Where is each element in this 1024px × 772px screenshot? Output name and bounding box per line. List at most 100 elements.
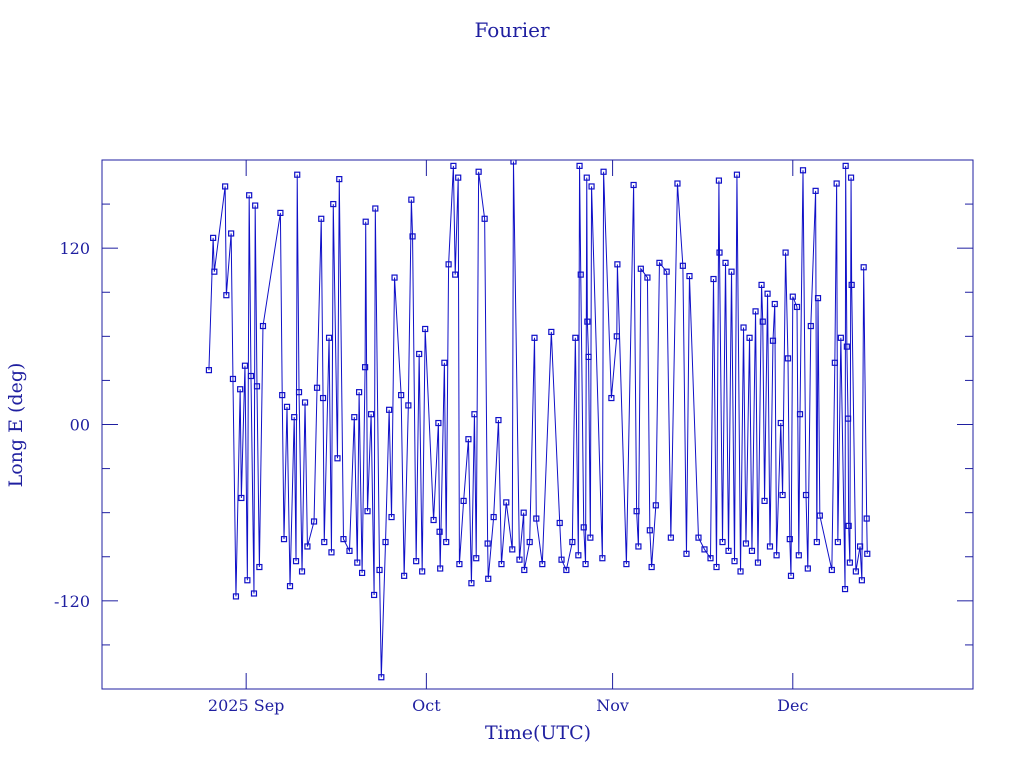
point-marker — [330, 200, 337, 208]
point-marker — [422, 325, 429, 333]
point-marker — [588, 183, 595, 190]
point-marker — [686, 272, 693, 280]
point-marker — [761, 497, 768, 505]
point-marker — [856, 543, 864, 550]
point-marker — [635, 543, 642, 550]
point-marker — [364, 508, 371, 515]
point-marker — [450, 162, 457, 169]
point-marker — [719, 538, 726, 546]
point-marker — [301, 399, 309, 406]
series-line — [208, 161, 868, 678]
point-marker — [845, 522, 852, 529]
point-marker — [766, 543, 774, 550]
point-marker — [852, 568, 859, 575]
point-marker — [232, 593, 240, 600]
point-marker — [484, 540, 491, 547]
point-marker — [279, 392, 286, 399]
point-marker — [585, 353, 592, 361]
point-marker — [436, 528, 443, 535]
point-marker — [241, 362, 249, 369]
point-marker — [740, 324, 747, 331]
point-marker — [495, 416, 502, 424]
point-marker — [799, 167, 807, 174]
point-marker — [372, 205, 379, 212]
point-marker — [713, 563, 720, 571]
point-marker — [419, 568, 426, 575]
point-marker — [848, 281, 855, 289]
x-tick-label: Nov — [596, 696, 629, 715]
y-tick-label: 120 — [59, 239, 90, 258]
point-marker — [752, 308, 759, 315]
point-marker — [630, 181, 637, 189]
point-marker — [833, 180, 840, 187]
x-tick-label: 2025 Sep — [208, 696, 284, 715]
point-marker — [843, 343, 850, 350]
point-marker — [416, 350, 423, 358]
point-marker — [613, 333, 620, 340]
point-marker — [223, 292, 230, 299]
y-tick-label: 00 — [70, 416, 90, 435]
point-marker — [253, 383, 261, 390]
point-marker — [600, 168, 607, 175]
plot-area — [205, 160, 871, 681]
point-marker — [210, 234, 217, 241]
point-marker — [509, 546, 516, 553]
point-marker — [503, 499, 510, 506]
point-marker — [769, 337, 777, 344]
point-marker — [413, 558, 420, 565]
point-marker — [837, 334, 844, 341]
point-marker — [510, 160, 517, 165]
point-marker — [558, 556, 565, 563]
point-marker — [846, 559, 853, 566]
point-marker — [443, 538, 450, 546]
point-marker — [814, 295, 822, 302]
point-marker — [520, 509, 527, 516]
point-marker — [646, 527, 653, 534]
x-tick-label: Dec — [777, 696, 808, 715]
point-marker — [378, 674, 385, 681]
point-marker — [764, 290, 771, 297]
point-marker — [584, 318, 591, 325]
point-marker — [490, 513, 497, 521]
point-marker — [548, 328, 555, 336]
point-marker — [471, 411, 478, 418]
point-marker — [382, 538, 389, 546]
point-marker — [452, 271, 459, 278]
point-marker — [526, 538, 533, 546]
point-marker — [802, 491, 810, 499]
point-marker — [679, 262, 686, 269]
point-marker — [280, 536, 288, 543]
point-marker — [292, 558, 300, 565]
point-marker — [637, 265, 644, 272]
point-marker — [211, 268, 218, 275]
point-marker — [250, 590, 258, 597]
y-tick-label: -120 — [54, 592, 90, 611]
point-marker — [298, 568, 306, 575]
point-marker — [831, 359, 838, 366]
point-marker — [229, 375, 237, 383]
point-marker — [354, 559, 361, 566]
point-marker — [473, 555, 480, 562]
point-marker — [455, 174, 462, 181]
point-marker — [456, 560, 463, 568]
point-marker — [368, 411, 375, 418]
point-marker — [667, 534, 674, 541]
point-marker — [842, 162, 849, 169]
point-marker — [405, 402, 412, 409]
point-marker — [516, 556, 523, 563]
point-marker — [386, 406, 393, 413]
point-marker — [247, 372, 255, 380]
point-marker — [533, 515, 540, 522]
point-marker — [401, 572, 408, 579]
point-marker — [409, 233, 416, 240]
point-marker — [244, 577, 251, 584]
point-marker — [319, 394, 327, 402]
point-marker — [259, 322, 267, 330]
point-marker — [710, 275, 717, 283]
point-marker — [787, 572, 795, 579]
point-marker — [256, 563, 263, 571]
point-marker — [695, 534, 702, 541]
point-marker — [465, 436, 472, 443]
point-marker — [663, 268, 670, 275]
